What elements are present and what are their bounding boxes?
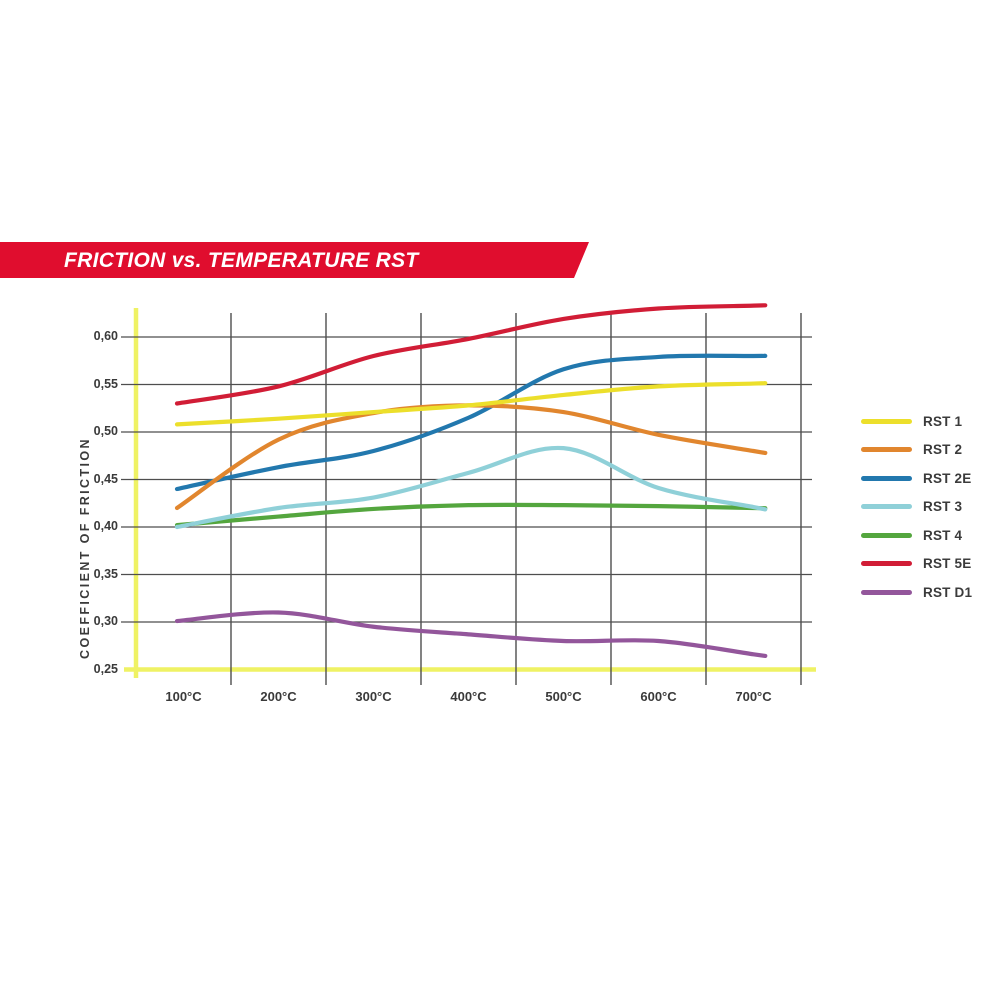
curve-rst-2e [174,353,768,492]
legend-swatch [861,447,912,453]
legend-item: RST 2 [861,436,972,465]
legend: RST 1 RST 2 RST 2E RST 3 RST 4 RST 5E RST D1 [861,407,972,607]
curve-rst-4 [174,502,768,528]
curve-rst-2 [174,403,768,511]
legend-label: RST 2E [923,470,972,486]
legend-label: RST 5E [923,556,972,572]
x-tick-label: 500°C [545,689,582,704]
x-tick-label: 700°C [735,689,772,704]
legend-swatch [861,504,912,510]
y-tick-label: 0,40 [93,519,118,533]
legend-label: RST 1 [923,413,963,429]
x-tick-label: 300°C [355,689,392,704]
legend-label: RST 4 [923,527,963,543]
y-tick-label: 0,45 [93,471,118,486]
page-title: FRICTION vs. TEMPERATURE RST [64,249,419,272]
y-tick-label: 0,30 [93,614,118,628]
legend-item: RST 5E [861,550,972,579]
legend-label: RST 2 [923,442,963,458]
legend-swatch [861,589,912,595]
y-tick-label: 0,55 [93,376,118,391]
legend-item: RST 1 [861,407,972,436]
legend-item: RST 3 [861,493,972,522]
x-tick-label: 600°C [640,689,677,704]
title-banner: FRICTION vs. TEMPERATURE RST [0,242,589,278]
x-tick-label: 400°C [450,689,487,704]
y-tick-label: 0,35 [93,566,118,581]
legend-swatch [861,418,912,424]
y-tick-label: 0,60 [93,329,118,343]
curve-rst-3 [174,445,768,530]
legend-item: RST 2E [861,464,972,493]
legend-item: RST 4 [861,521,972,550]
y-axis-title: COEFFICIENT OF FRICTION [78,437,92,659]
legend-item: RST D1 [861,578,972,607]
legend-label: RST D1 [923,584,973,600]
legend-swatch [861,561,912,567]
y-tick-label: 0,50 [93,424,118,438]
legend-swatch [861,532,912,538]
x-tick-label: 200°C [260,689,297,704]
legend-swatch [861,475,912,481]
y-tick-label: 0,25 [93,661,118,676]
curve-rst-d1 [174,610,768,659]
curve-rst-5e [174,303,768,406]
x-tick-label: 100°C [165,689,202,704]
curve-rst-1 [174,381,768,427]
legend-label: RST 3 [923,499,963,515]
